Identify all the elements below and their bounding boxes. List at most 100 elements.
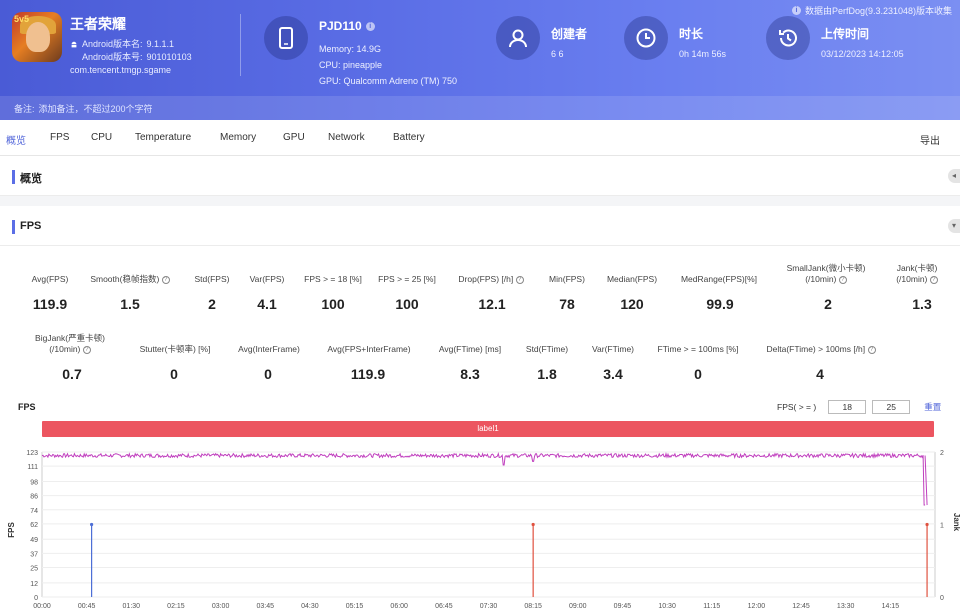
- android-version-name: 9.1.1.1: [146, 39, 175, 49]
- x-tick-label: 03:45: [256, 603, 274, 610]
- x-tick-label: 08:15: [524, 603, 542, 610]
- y2-tick-label: 0: [940, 595, 944, 602]
- y-tick-label: 25: [30, 566, 38, 573]
- help-icon[interactable]: ?: [515, 275, 524, 284]
- metric-value: 12.1: [478, 296, 506, 312]
- help-icon[interactable]: ?: [161, 275, 170, 284]
- tab-memory[interactable]: Memory: [220, 132, 257, 143]
- data-source-text: 数据由PerfDog(9.3.231048)版本收集: [804, 6, 952, 16]
- device-info-icon[interactable]: i: [365, 21, 375, 31]
- x-tick-label: 09:45: [614, 603, 632, 610]
- metric-value: 0: [694, 366, 702, 382]
- y-tick-label: 111: [27, 464, 38, 471]
- upload-time-label: 上传时间: [821, 27, 870, 41]
- source-info-icon: i: [791, 6, 801, 15]
- help-icon[interactable]: ?: [82, 345, 91, 354]
- upload-time-value: 03/12/2023 14:12:05: [821, 49, 904, 59]
- section-gap: [0, 196, 960, 206]
- note-input[interactable]: 备注: 添加备注，不超过200个字符: [0, 96, 960, 120]
- android-version-code-label: Android版本号:: [82, 52, 143, 62]
- metric-value: 8.3: [460, 366, 480, 382]
- metric-value: 2: [208, 296, 216, 312]
- collapse-toggle-icon[interactable]: ▾: [948, 219, 960, 233]
- metric-label: Var(FTime): [591, 344, 635, 354]
- metric-value: 78: [559, 296, 575, 312]
- bigjank-event-point: [531, 522, 535, 527]
- metric-value: 0: [170, 366, 178, 382]
- y-tick-label: 74: [30, 508, 38, 515]
- metric-value: 1.8: [537, 366, 557, 382]
- jank-event-point: [90, 522, 94, 527]
- app-icon-face: [26, 22, 50, 52]
- y-tick-label: 98: [30, 479, 38, 486]
- x-tick-label: 02:15: [167, 603, 185, 610]
- collapse-toggle-icon[interactable]: ◂: [948, 169, 960, 183]
- y2-axis-label: Jank: [952, 513, 960, 532]
- tab-network[interactable]: Network: [328, 132, 365, 143]
- metric-value: 2: [824, 296, 832, 312]
- bigjank-event-point: [925, 522, 929, 527]
- metric-value: 0: [264, 366, 272, 382]
- section-accent: [12, 220, 15, 234]
- x-tick-label: 07:30: [480, 603, 498, 610]
- metric-label: Jank(卡顿) (/10min) ?: [896, 263, 938, 284]
- note-placeholder: 添加备注，不超过200个字符: [38, 103, 153, 114]
- tab-overview[interactable]: 概览: [6, 136, 26, 147]
- app-meta: Android版本名: 9.1.1.1 Android版本号: 90101010…: [70, 38, 192, 64]
- device-cpu: CPU: pineapple: [319, 60, 383, 70]
- device-title: PJD110 i: [319, 19, 375, 33]
- tab-cpu[interactable]: CPU: [91, 132, 113, 143]
- tab-gpu[interactable]: GPU: [283, 132, 305, 143]
- y-tick-label: 123: [26, 450, 38, 457]
- metric-value: 100: [321, 296, 345, 312]
- device-memory: Memory: 14.9G: [319, 44, 382, 54]
- metric-label: FPS > = 25 [%]: [378, 274, 436, 284]
- x-tick-label: 09:00: [569, 603, 587, 610]
- creator-label: 创建者: [551, 27, 588, 41]
- metric-value: 119.9: [350, 366, 386, 382]
- tab-bar: 概览 FPS CPU Temperature Memory GPU Networ…: [0, 120, 960, 156]
- reset-button[interactable]: 重置: [924, 402, 942, 412]
- header-divider: [240, 14, 241, 76]
- metric-label: Avg(InterFrame): [238, 344, 300, 354]
- user-icon: [496, 16, 540, 60]
- device-gpu: GPU: Qualcomm Adreno (TM) 750: [319, 76, 458, 86]
- history-icon: [766, 16, 810, 60]
- metric-label: FTime > = 100ms [%]: [657, 344, 739, 354]
- metric-label: Avg(FPS): [31, 274, 69, 284]
- fps-section-title: FPS: [20, 220, 42, 232]
- fps-threshold-label: FPS( > = ): [777, 402, 817, 412]
- help-icon[interactable]: ?: [838, 275, 847, 284]
- label-bar[interactable]: label1: [42, 421, 934, 437]
- x-tick-label: 06:00: [390, 603, 408, 610]
- tab-fps[interactable]: FPS: [50, 132, 70, 143]
- x-tick-label: 12:00: [748, 603, 766, 610]
- metric-value: 3.4: [603, 366, 623, 382]
- y2-tick-label: 2: [940, 450, 944, 457]
- duration-label: 时长: [679, 27, 704, 41]
- fps-section-header: FPS ▾: [0, 206, 960, 246]
- x-tick-label: 00:00: [33, 603, 51, 610]
- chart-x-ticks: 00:00 00:45 01:30 02:15 03:00 03:45 04:30 05:15…: [33, 603, 899, 610]
- overview-section-title: 概览: [20, 173, 42, 185]
- x-tick-label: 14:15: [882, 603, 900, 610]
- fps-threshold-input-1[interactable]: 18: [828, 400, 867, 414]
- fps-threshold-input-2[interactable]: 25: [872, 400, 911, 414]
- device-meta: Memory: 14.9G CPU: pineapple GPU: Qualco…: [319, 41, 457, 89]
- android-icon: [71, 41, 77, 47]
- x-tick-label: 05:15: [346, 603, 364, 610]
- chart-grid: [41, 451, 936, 598]
- y-axis-label: FPS: [7, 522, 16, 538]
- section-accent: [12, 170, 15, 184]
- tab-temperature[interactable]: Temperature: [135, 132, 192, 143]
- x-tick-label: 12:45: [792, 603, 810, 610]
- metric-label: Drop(FPS) [/h] ?: [448, 274, 534, 285]
- tab-battery[interactable]: Battery: [393, 132, 425, 143]
- export-button[interactable]: 导出: [920, 136, 940, 147]
- metric-label: Avg(FTime) [ms]: [438, 344, 502, 354]
- metric-value: 0.7: [62, 366, 82, 382]
- help-icon[interactable]: ?: [929, 275, 938, 284]
- metric-value: 1.5: [120, 296, 140, 312]
- help-icon[interactable]: ?: [867, 345, 876, 354]
